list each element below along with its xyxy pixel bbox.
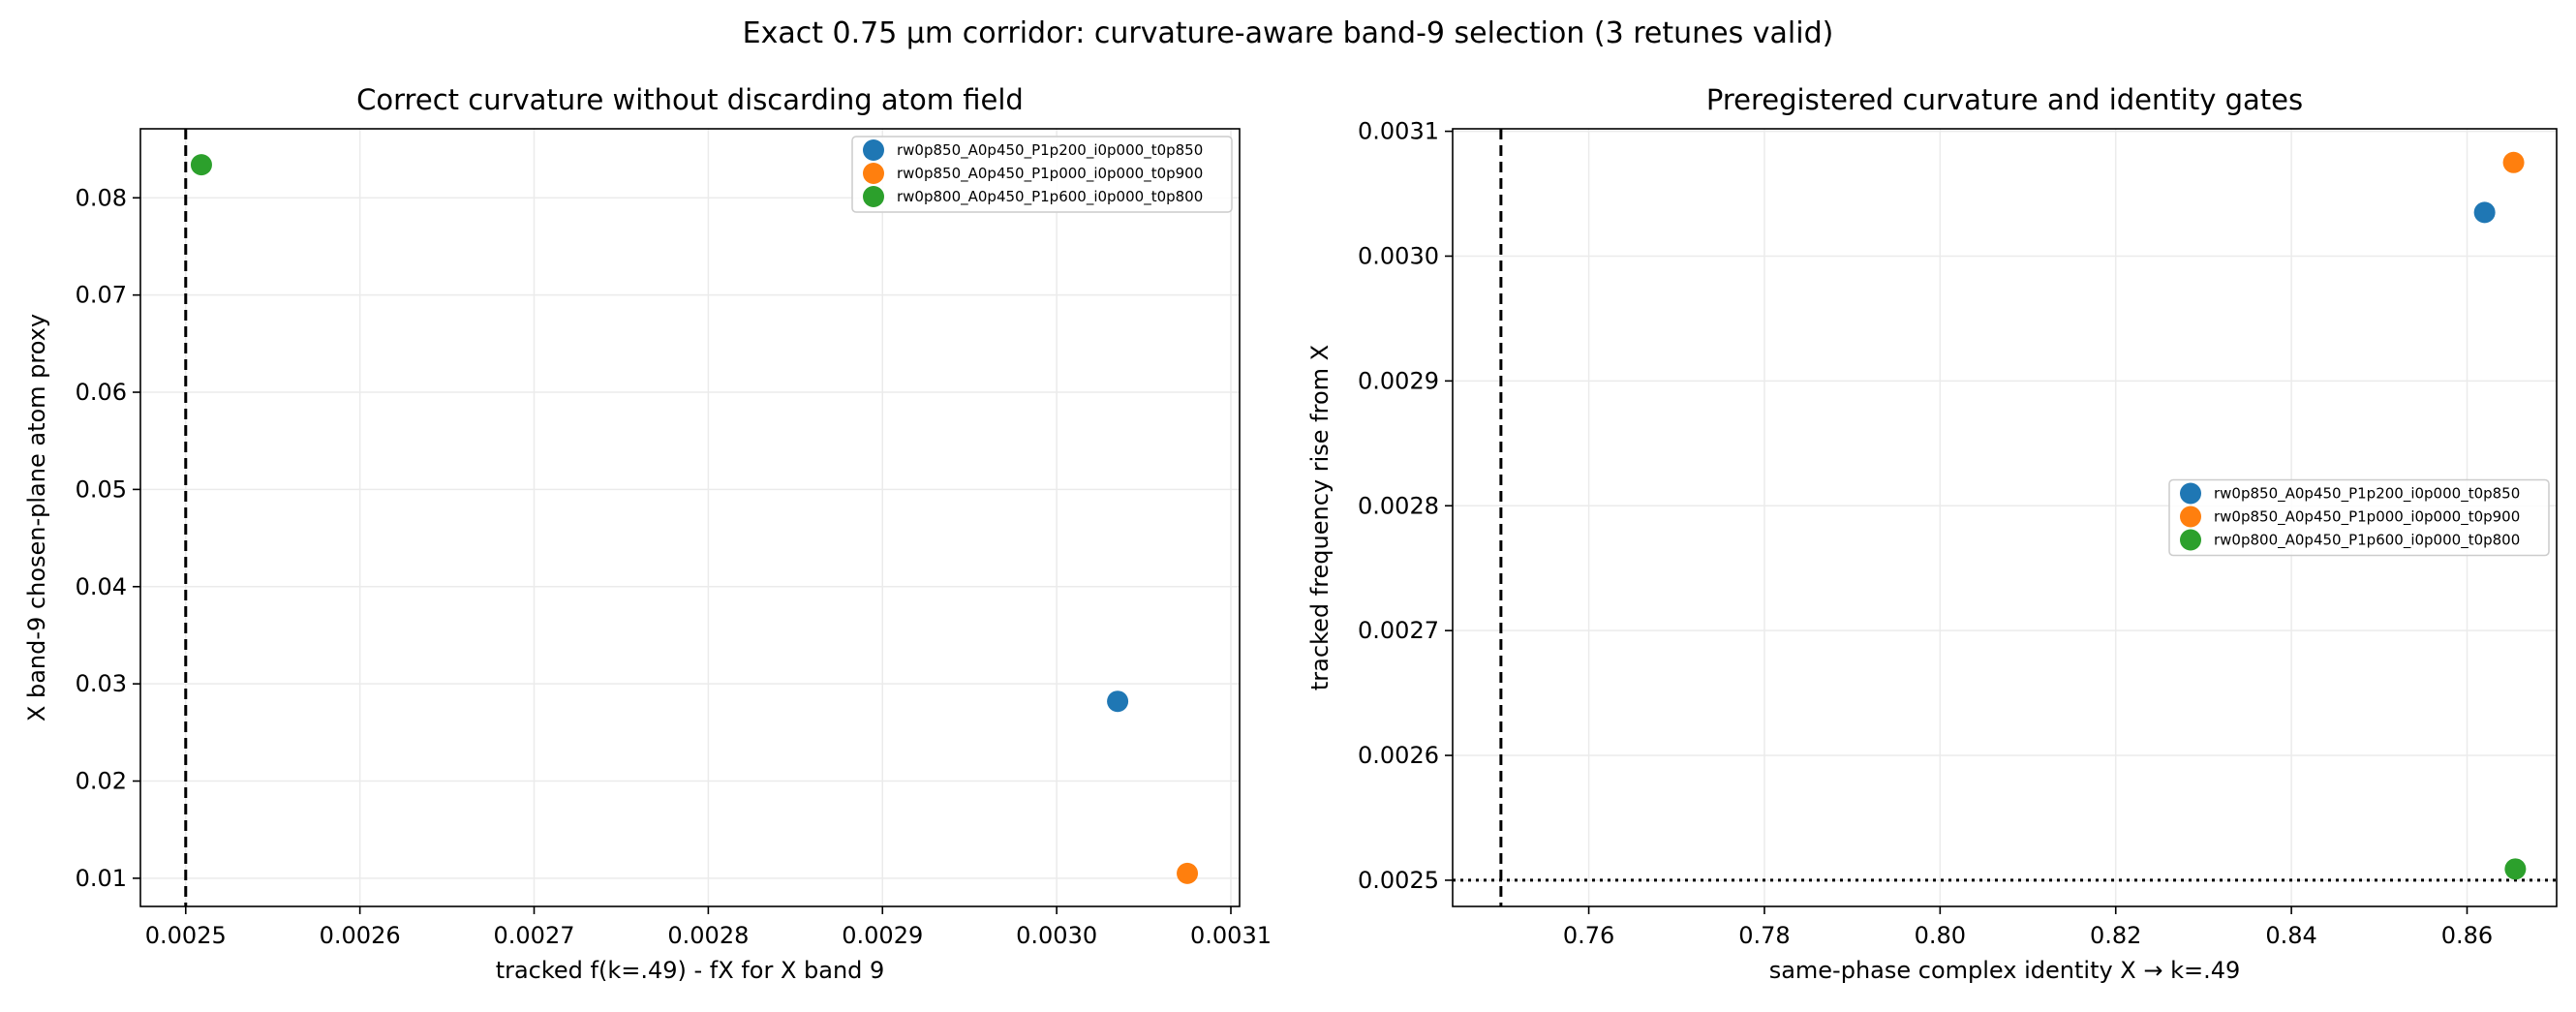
legend-label: rw0p850_A0p450_P1p000_i0p000_t0p900	[897, 165, 1203, 183]
y-tick-label: 0.06	[76, 379, 127, 406]
y-tick-label: 0.01	[76, 865, 127, 892]
panel-title: Preregistered curvature and identity gat…	[1706, 83, 2303, 116]
x-axis-label: same-phase complex identity X → k=.49	[1769, 957, 2241, 984]
x-tick-label: 0.82	[2090, 922, 2141, 949]
y-tick-label: 0.03	[76, 670, 127, 697]
x-tick-label: 0.84	[2265, 922, 2316, 949]
legend: rw0p850_A0p450_P1p200_i0p000_t0p850 rw0p8…	[2168, 478, 2550, 557]
data-point	[1107, 690, 1129, 713]
panel-title: Correct curvature without discarding ato…	[356, 83, 1024, 116]
y-tick-label: 0.04	[76, 573, 127, 600]
y-tick-label: 0.0028	[1358, 492, 1439, 519]
data-point	[2473, 201, 2496, 224]
legend-label: rw0p800_A0p450_P1p600_i0p000_t0p800	[2214, 532, 2520, 550]
y-tick-label: 0.08	[76, 184, 127, 211]
left-scatter-panel: 0.0025 0.0026 0.0027 0.0028 0.0029 0.0030 0.00…	[23, 83, 1272, 984]
axes-frame	[1452, 128, 2558, 907]
data-point	[2504, 858, 2527, 880]
y-axis-label: tracked frequency rise from X	[1306, 345, 1334, 690]
y-tick-label: 0.0026	[1358, 742, 1439, 769]
x-tick-label: 0.0029	[842, 922, 923, 949]
y-tick-label: 0.0029	[1358, 367, 1439, 394]
y-tick-label: 0.07	[76, 282, 127, 309]
legend: rw0p850_A0p450_P1p200_i0p000_t0p850 rw0p8…	[851, 136, 1233, 213]
y-tick-label: 0.02	[76, 768, 127, 795]
legend-marker	[863, 186, 884, 207]
legend-marker	[863, 163, 884, 184]
legend-label: rw0p800_A0p450_P1p600_i0p000_t0p800	[897, 188, 1203, 206]
y-axis-label: X band-9 chosen-plane atom proxy	[23, 314, 50, 721]
legend-label: rw0p850_A0p450_P1p200_i0p000_t0p850	[897, 141, 1203, 160]
x-axis-label: tracked f(k=.49) - fX for X band 9	[496, 957, 885, 984]
y-tick-label: 0.0030	[1358, 242, 1439, 269]
legend-label: rw0p850_A0p450_P1p200_i0p000_t0p850	[2214, 485, 2520, 504]
legend-marker	[863, 139, 884, 161]
legend-frame	[2168, 478, 2550, 557]
x-tick-label: 0.76	[1563, 922, 1614, 949]
legend-label: rw0p850_A0p450_P1p000_i0p000_t0p900	[2214, 508, 2520, 527]
legend-marker	[2180, 529, 2201, 551]
figure-title: Exact 0.75 µm corridor: curvature-aware …	[743, 16, 1834, 50]
x-tick-label: 0.0025	[145, 922, 227, 949]
right-scatter-panel: 0.76 0.78 0.80 0.82 0.84 0.86 0.0025 0.0026 0.00…	[1306, 83, 2558, 984]
axes-frame	[139, 128, 1241, 907]
data-point	[2502, 151, 2525, 173]
x-tick-label: 0.80	[1915, 922, 1966, 949]
y-tick-label: 0.0025	[1358, 867, 1439, 894]
legend-marker	[2180, 482, 2201, 505]
x-tick-label: 0.0030	[1016, 922, 1097, 949]
x-tick-label: 0.78	[1738, 922, 1790, 949]
x-tick-label: 0.0028	[667, 922, 749, 949]
x-tick-label: 0.86	[2441, 922, 2493, 949]
x-tick-label: 0.0026	[320, 922, 401, 949]
x-tick-label: 0.0031	[1190, 922, 1272, 949]
y-tick-label: 0.05	[76, 475, 127, 503]
data-point	[1177, 862, 1199, 884]
y-tick-label: 0.0027	[1358, 617, 1439, 644]
data-point	[190, 154, 212, 176]
y-tick-label: 0.0031	[1358, 118, 1439, 145]
legend-frame	[851, 136, 1233, 213]
legend-marker	[2180, 506, 2201, 528]
x-tick-label: 0.0027	[494, 922, 575, 949]
